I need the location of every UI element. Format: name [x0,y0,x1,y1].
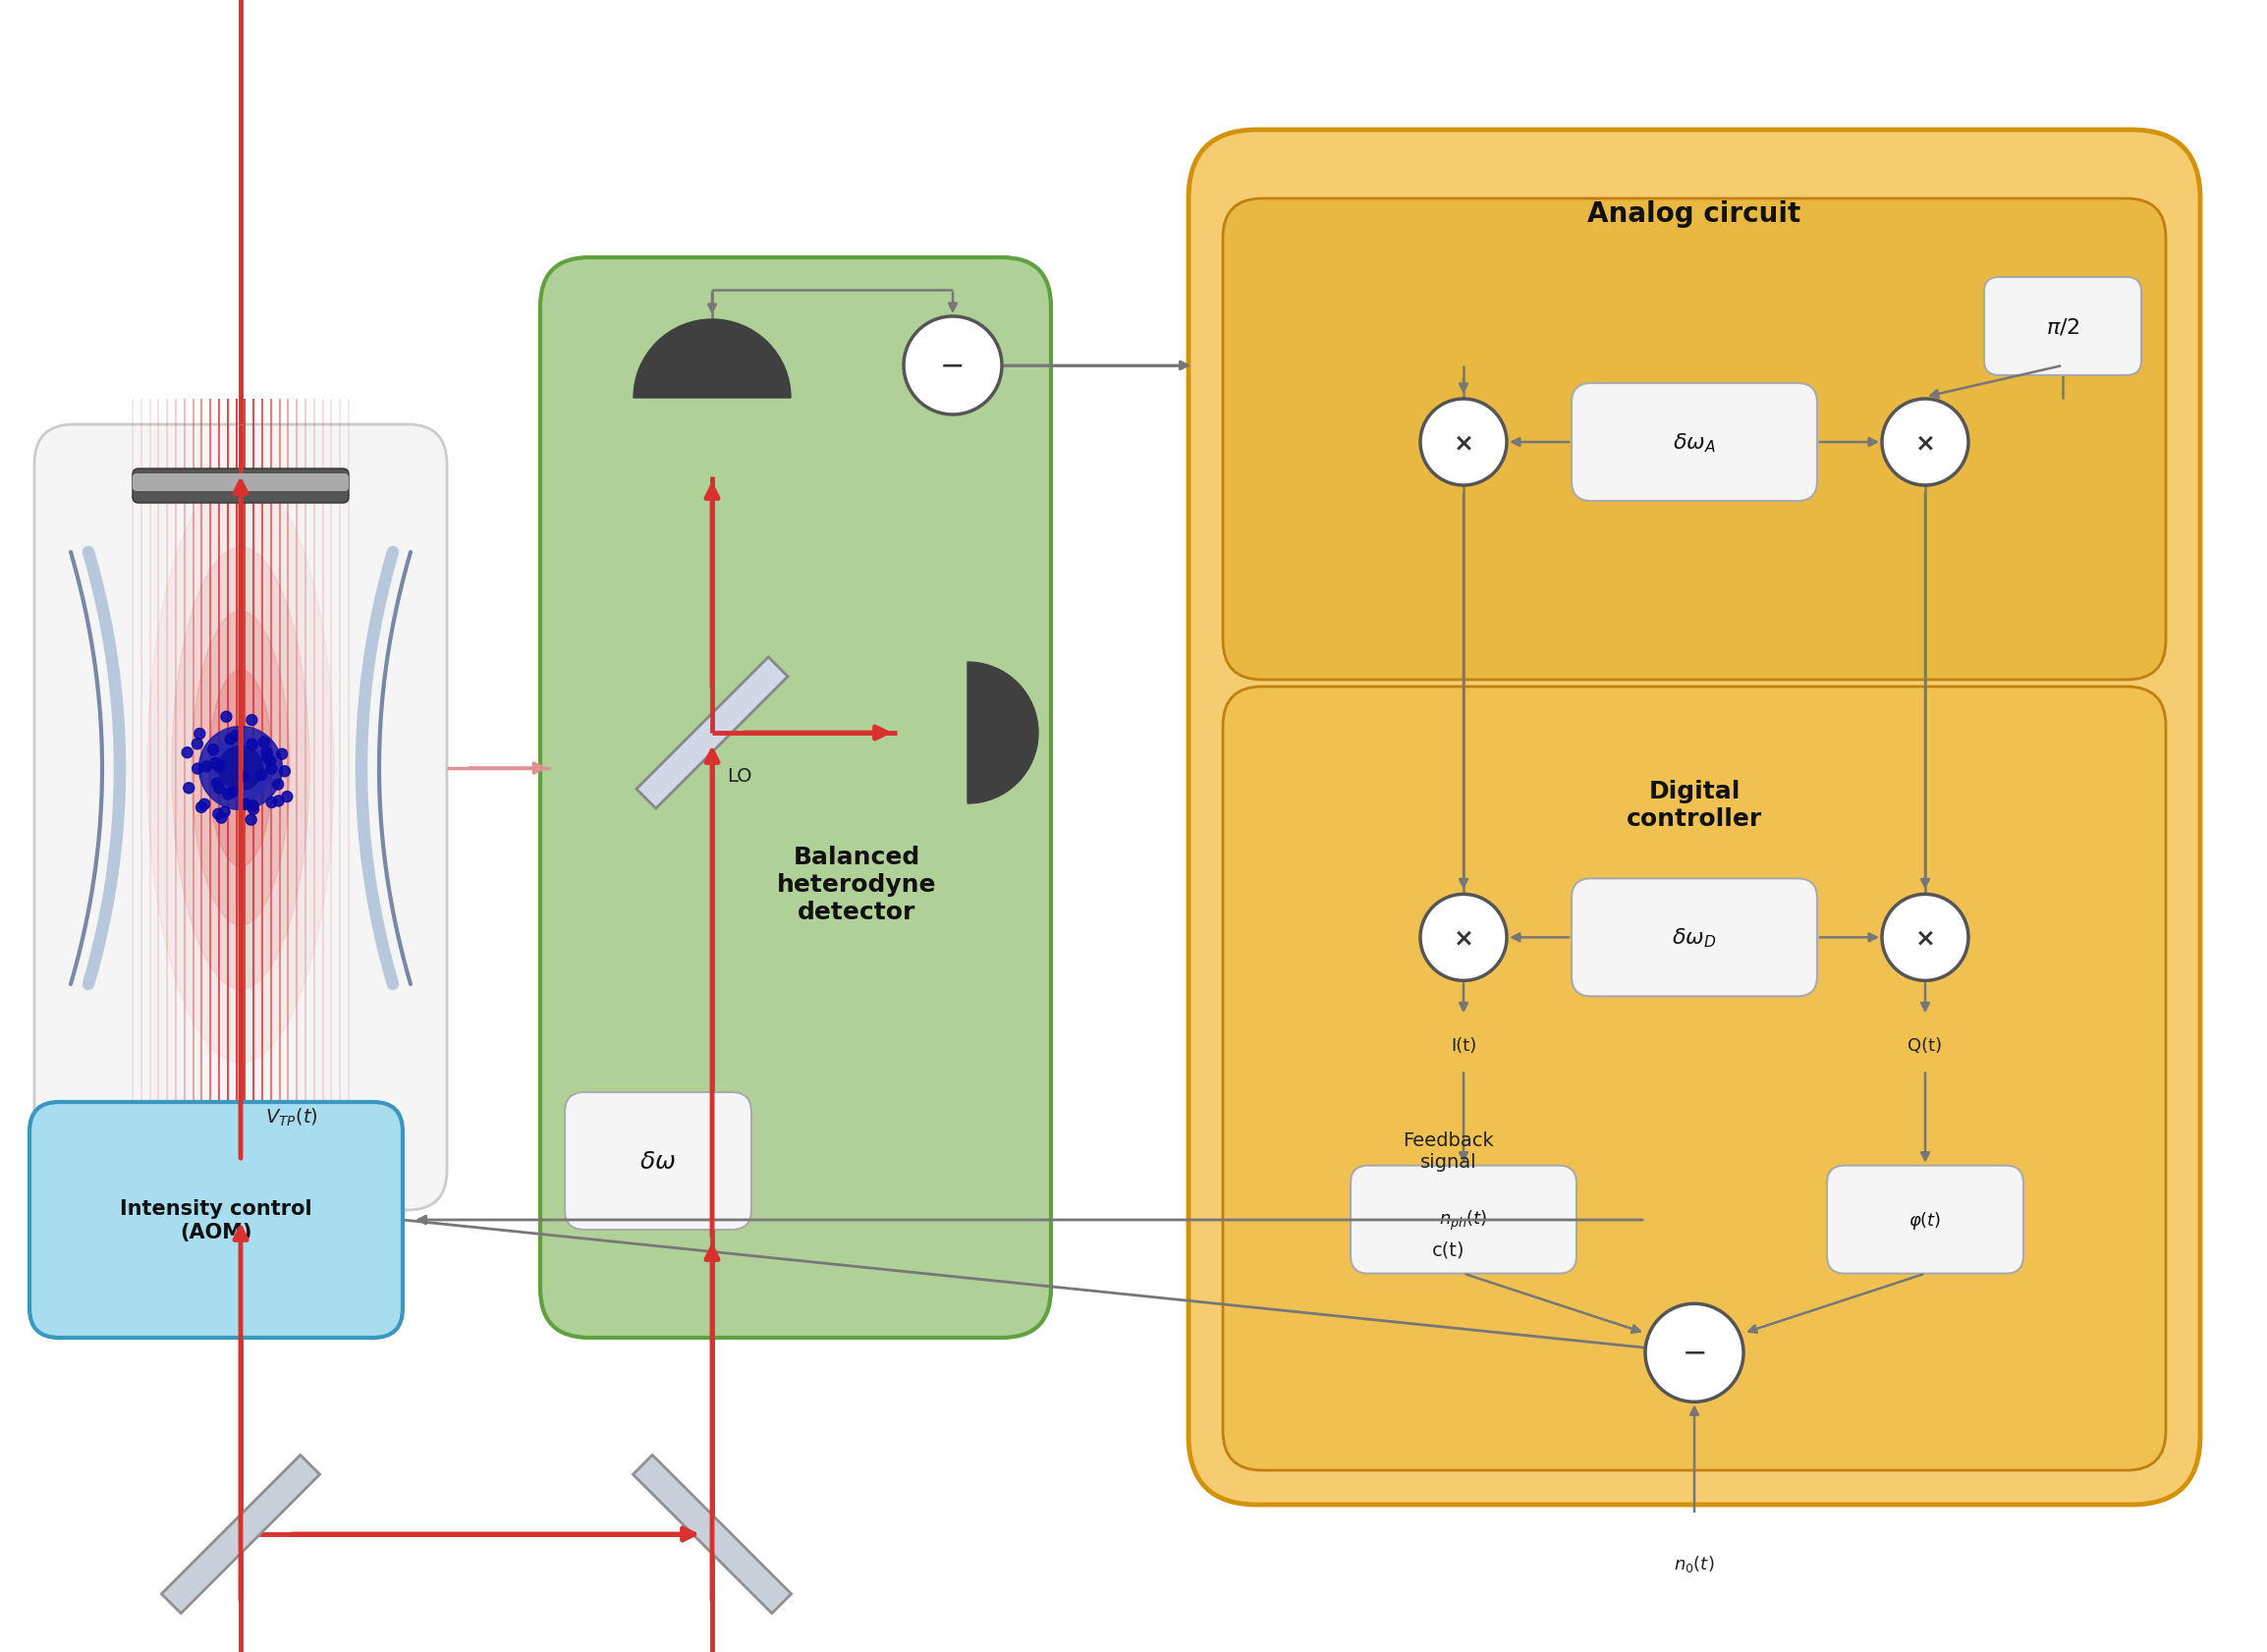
Ellipse shape [240,800,252,809]
Text: Feedback
signal: Feedback signal [1403,1132,1494,1171]
Ellipse shape [272,796,283,806]
FancyBboxPatch shape [34,425,447,1211]
FancyBboxPatch shape [131,474,349,492]
Text: c(t): c(t) [1433,1241,1464,1259]
Ellipse shape [224,733,236,745]
Ellipse shape [211,758,222,770]
Ellipse shape [199,800,211,809]
Text: −: − [941,352,966,380]
Text: ×: × [1453,431,1474,454]
Text: $n_{ph}(t)$: $n_{ph}(t)$ [1440,1208,1487,1232]
Ellipse shape [245,814,256,826]
Ellipse shape [193,738,202,750]
Text: LO: LO [728,767,753,786]
FancyBboxPatch shape [1222,687,2165,1470]
FancyBboxPatch shape [1571,383,1818,502]
Ellipse shape [213,809,224,819]
Ellipse shape [258,737,270,748]
Ellipse shape [247,715,256,725]
Text: Analog circuit: Analog circuit [1587,200,1800,228]
FancyBboxPatch shape [1984,278,2142,377]
FancyBboxPatch shape [131,469,349,504]
Text: ×: × [1453,927,1474,950]
Circle shape [1421,895,1508,981]
FancyBboxPatch shape [564,1092,750,1231]
Ellipse shape [222,790,234,800]
Ellipse shape [281,791,292,803]
Ellipse shape [213,760,224,771]
Ellipse shape [147,474,333,1062]
Circle shape [1421,400,1508,486]
FancyBboxPatch shape [29,1102,404,1338]
FancyBboxPatch shape [1351,1166,1576,1274]
Ellipse shape [199,727,283,809]
Ellipse shape [190,611,290,925]
Ellipse shape [209,737,272,801]
Ellipse shape [247,740,258,750]
Polygon shape [161,1455,320,1614]
Ellipse shape [256,770,268,781]
Ellipse shape [195,803,206,813]
Ellipse shape [265,757,277,767]
Circle shape [1882,895,1968,981]
FancyBboxPatch shape [1188,131,2201,1505]
Ellipse shape [272,780,283,790]
Circle shape [905,317,1002,415]
FancyBboxPatch shape [1571,879,1818,996]
Ellipse shape [265,798,277,808]
Ellipse shape [247,805,258,814]
Text: Intensity control
(AOM): Intensity control (AOM) [120,1199,313,1241]
Text: ×: × [1916,927,1936,950]
FancyBboxPatch shape [540,258,1052,1338]
Text: $V_{TP}(t)$: $V_{TP}(t)$ [265,1107,317,1128]
Ellipse shape [261,752,272,763]
Ellipse shape [215,813,227,824]
Circle shape [1646,1303,1743,1403]
Ellipse shape [277,748,288,760]
Ellipse shape [218,747,263,791]
Wedge shape [968,662,1038,805]
Polygon shape [637,657,789,809]
Ellipse shape [265,763,277,775]
Ellipse shape [209,671,272,867]
Ellipse shape [181,748,193,758]
Ellipse shape [231,730,240,742]
Ellipse shape [213,762,224,773]
Polygon shape [632,1455,791,1614]
Ellipse shape [238,771,249,783]
Text: I(t): I(t) [1451,1037,1476,1054]
Ellipse shape [220,712,231,722]
Wedge shape [632,320,791,398]
Text: Balanced
heterodyne
detector: Balanced heterodyne detector [778,846,936,923]
Ellipse shape [209,745,218,755]
Ellipse shape [279,767,290,776]
Circle shape [1882,400,1968,486]
Ellipse shape [220,806,229,818]
Ellipse shape [202,762,211,773]
Ellipse shape [193,763,204,775]
Text: $\delta\omega$: $\delta\omega$ [639,1150,676,1173]
Ellipse shape [213,783,224,795]
Text: −: − [1682,1338,1707,1368]
FancyBboxPatch shape [1222,200,2165,681]
Ellipse shape [211,778,222,790]
Ellipse shape [227,786,238,798]
Ellipse shape [172,548,308,990]
Text: $\pi/2$: $\pi/2$ [2047,317,2079,337]
Text: $\varphi(t)$: $\varphi(t)$ [1909,1209,1941,1231]
Ellipse shape [213,762,224,771]
Text: ×: × [1916,431,1936,454]
Ellipse shape [184,783,195,795]
Text: $\delta\omega_D$: $\delta\omega_D$ [1673,927,1716,950]
Ellipse shape [261,747,272,758]
Text: $\delta\omega_A$: $\delta\omega_A$ [1673,431,1716,454]
FancyBboxPatch shape [1827,1166,2024,1274]
Ellipse shape [247,801,258,811]
Text: Digital
controller: Digital controller [1625,780,1761,831]
Ellipse shape [195,729,204,740]
Text: Q(t): Q(t) [1909,1037,1943,1054]
Text: $n_0(t)$: $n_0(t)$ [1673,1553,1714,1574]
